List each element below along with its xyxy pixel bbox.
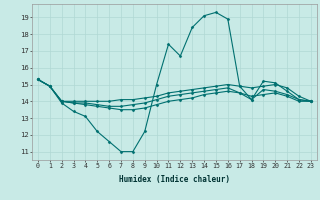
X-axis label: Humidex (Indice chaleur): Humidex (Indice chaleur)	[119, 175, 230, 184]
